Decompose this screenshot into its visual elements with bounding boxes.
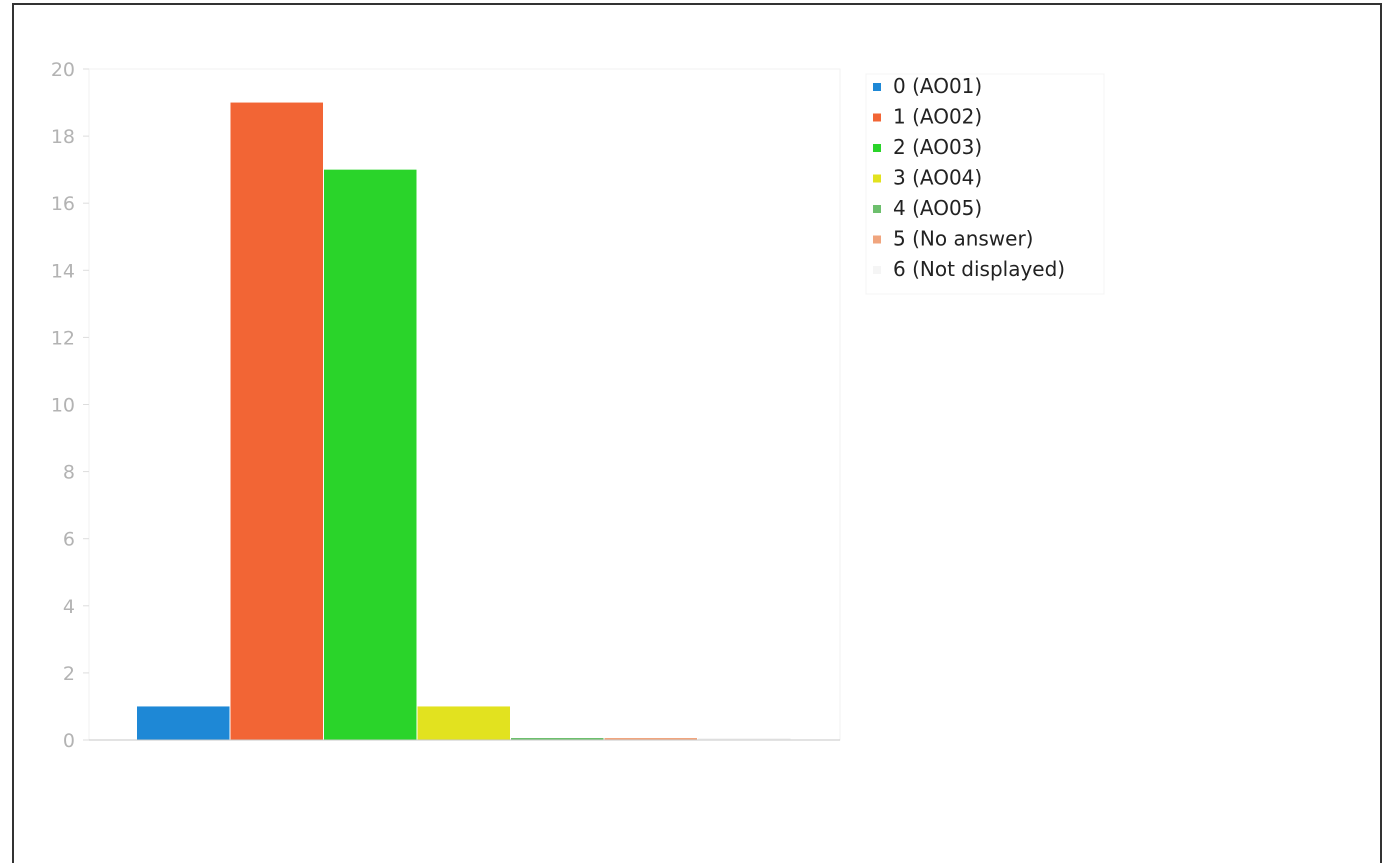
y-tick-label: 18 bbox=[51, 126, 75, 148]
bar-6-not-displayed bbox=[698, 738, 791, 740]
bar-2-ao03 bbox=[324, 169, 417, 740]
legend-swatch bbox=[873, 113, 881, 122]
plot-area bbox=[88, 68, 841, 741]
y-tick-label: 14 bbox=[51, 260, 75, 282]
legend-swatch bbox=[873, 83, 881, 91]
bar-3-ao04 bbox=[417, 706, 510, 740]
legend-label: 0 (AO01) bbox=[893, 74, 982, 98]
legend-label: 5 (No answer) bbox=[893, 227, 1033, 251]
legend-label: 1 (AO02) bbox=[893, 105, 982, 129]
legend-swatch bbox=[873, 235, 881, 244]
legend-label: 3 (AO04) bbox=[893, 166, 982, 190]
y-tick-label: 0 bbox=[63, 730, 75, 752]
legend-label: 4 (AO05) bbox=[893, 196, 982, 220]
bars bbox=[137, 102, 791, 741]
y-tick-label: 8 bbox=[63, 462, 75, 484]
legend-swatch bbox=[873, 266, 881, 274]
y-tick-label: 4 bbox=[63, 596, 75, 618]
legend-swatch bbox=[873, 144, 881, 152]
bar-5-no-answer bbox=[604, 738, 697, 740]
y-tick-label: 20 bbox=[51, 59, 75, 81]
y-tick-label: 16 bbox=[51, 193, 75, 215]
legend-swatch bbox=[873, 205, 881, 213]
y-tick-label: 2 bbox=[63, 663, 75, 685]
bar-0-ao01 bbox=[137, 706, 230, 740]
y-tick-label: 6 bbox=[63, 529, 75, 551]
y-axis: 0 2 4 6 8 10 12 14 16 18 20 bbox=[51, 59, 89, 752]
bar-1-ao02 bbox=[230, 102, 323, 741]
y-tick-label: 12 bbox=[51, 327, 75, 349]
bar-4-ao05 bbox=[511, 738, 604, 740]
legend: 0 (AO01) 1 (AO02) 2 (AO03) 3 (AO04) 4 (AO05)… bbox=[865, 73, 1105, 295]
y-tick-label: 10 bbox=[51, 395, 75, 417]
legend-swatch bbox=[873, 174, 881, 183]
legend-box bbox=[865, 73, 1105, 295]
legend-label: 2 (AO03) bbox=[893, 135, 982, 159]
legend-label: 6 (Not displayed) bbox=[893, 257, 1065, 281]
